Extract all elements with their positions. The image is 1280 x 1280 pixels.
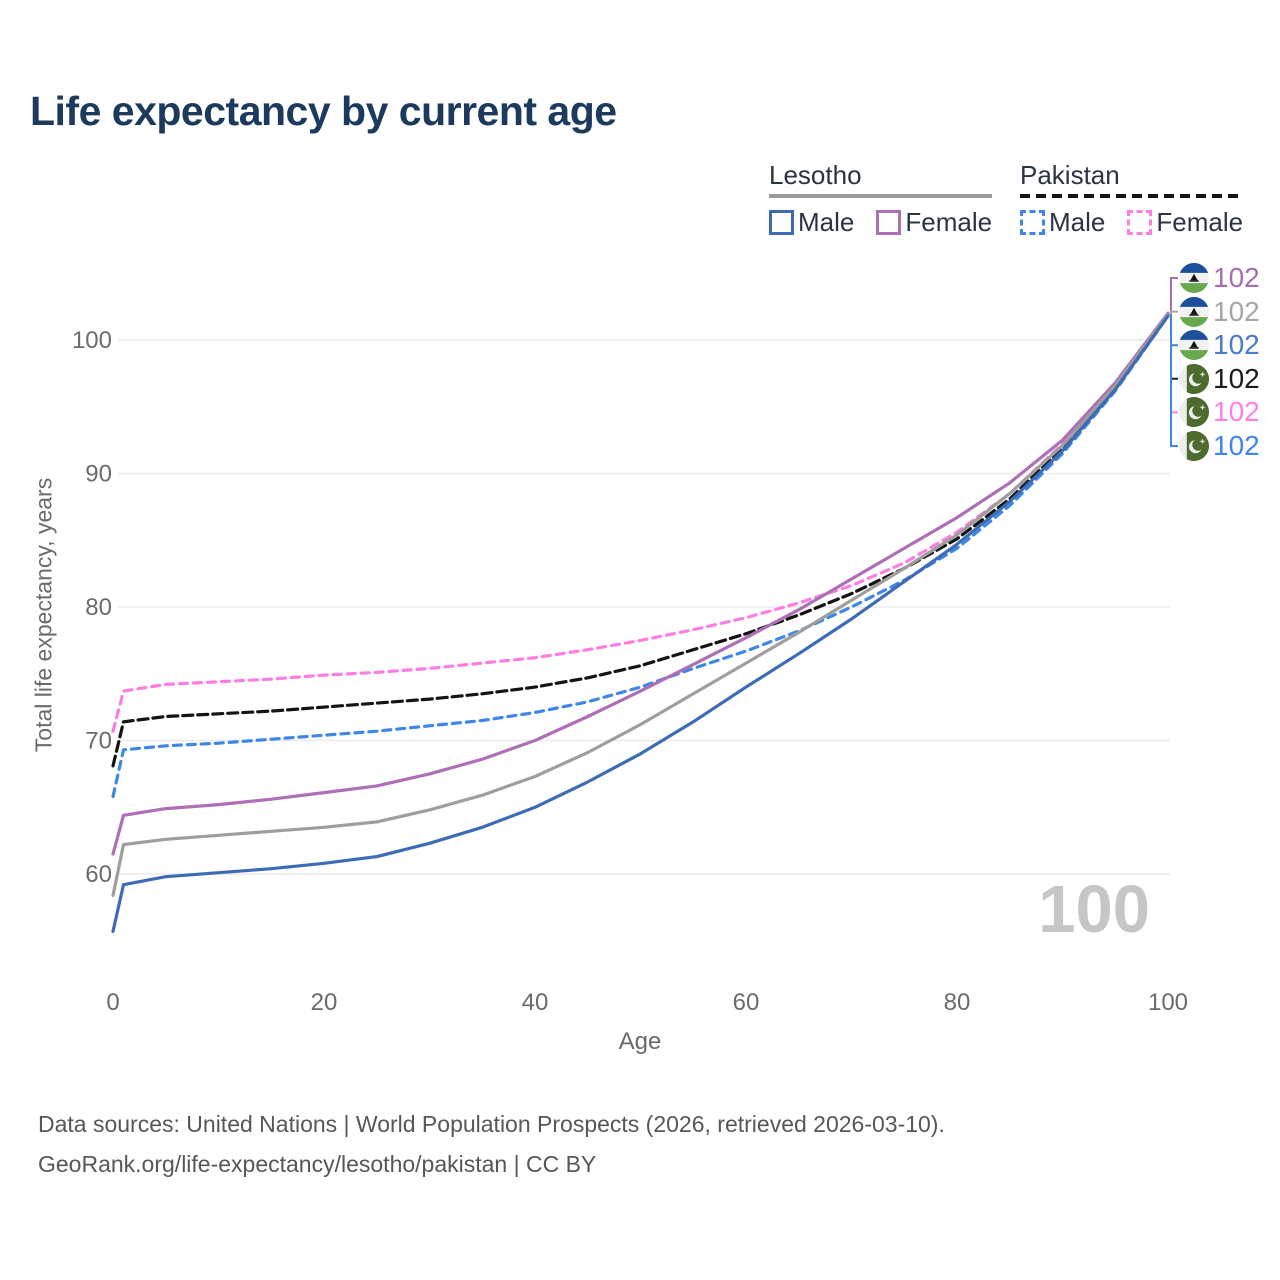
- x-tick-label-100: 100: [1148, 989, 1188, 1016]
- y-axis-title: Total life expectancy, years: [30, 477, 57, 753]
- pakistan-female-swatch-icon: [1127, 210, 1153, 235]
- lesotho-flag-icon: [1179, 330, 1209, 361]
- end-label-value: 102: [1213, 329, 1260, 361]
- legend-item-pakistan-female[interactable]: Female: [1127, 207, 1243, 238]
- series-line-lesotho-total[interactable]: [111, 313, 1170, 898]
- end-label-connector: [1170, 314, 1178, 447]
- end-label-connector: [1170, 310, 1178, 314]
- legend-item-lesotho-female[interactable]: Female: [876, 207, 992, 238]
- legend-label: Male: [1049, 207, 1106, 237]
- pakistan-male-swatch-icon: [1020, 210, 1045, 235]
- legend-title-lesotho: Lesotho: [769, 160, 862, 190]
- series-line-pakistan-female[interactable]: [111, 311, 1170, 733]
- georank-url-line: GeoRank.org/life-expectancy/lesotho/paki…: [38, 1151, 597, 1177]
- pakistan-flag-icon: [1179, 397, 1209, 428]
- age-counter-watermark: 100: [1038, 872, 1150, 947]
- series-line-lesotho-female[interactable]: [111, 311, 1170, 856]
- y-tick-label-60: 60: [85, 861, 112, 888]
- series-line-pakistan-male[interactable]: [111, 314, 1170, 799]
- legend-item-lesotho-male[interactable]: Male: [769, 207, 854, 238]
- x-tick-label-60: 60: [733, 989, 760, 1016]
- lesotho-female-swatch-icon: [876, 210, 902, 235]
- x-tick-label-80: 80: [944, 989, 971, 1016]
- end-label-pakistan-female[interactable]: 102: [1179, 396, 1260, 428]
- end-label-value: 102: [1213, 396, 1260, 428]
- legend-underline-lesotho: [769, 194, 993, 198]
- legend-label: Male: [798, 207, 855, 237]
- lesotho-flag-icon: [1179, 263, 1209, 293]
- end-label-lesotho-male[interactable]: 102: [1179, 329, 1260, 361]
- end-label-value: 102: [1213, 262, 1260, 293]
- end-label-lesotho-female[interactable]: 102: [1179, 263, 1260, 293]
- legend-underline-pakistan: [1020, 194, 1244, 198]
- legend-label: Female: [1156, 207, 1244, 237]
- legend-item-pakistan-male[interactable]: Male: [1020, 207, 1105, 238]
- lesotho-flag-icon: [1179, 296, 1209, 327]
- pakistan-flag-icon: [1179, 363, 1209, 394]
- end-label-connector: [1170, 314, 1178, 414]
- data-sources-line: Data sources: United Nations | World Pop…: [38, 1111, 945, 1137]
- end-label-value: 102: [1213, 430, 1260, 461]
- footer-attribution: Data sources: United Nations | World Pop…: [38, 1104, 945, 1184]
- end-label-pakistan-male[interactable]: 102: [1179, 431, 1260, 461]
- end-label-connector: [1170, 314, 1178, 380]
- y-tick-label-90: 90: [85, 461, 112, 488]
- x-tick-label-0: 0: [106, 989, 119, 1016]
- series-line-lesotho-male[interactable]: [111, 314, 1170, 934]
- y-tick-label-100: 100: [72, 327, 112, 354]
- legend-group-lesotho: Lesotho Male Female: [769, 160, 993, 238]
- x-tick-label-20: 20: [311, 989, 338, 1016]
- x-axis-title: Age: [618, 1028, 662, 1055]
- end-label-value: 102: [1213, 295, 1260, 327]
- end-label-connector: [1170, 314, 1178, 347]
- page-title: Life expectancy by current age: [30, 88, 617, 134]
- pakistan-flag-icon: [1179, 431, 1209, 461]
- legend-group-pakistan: Pakistan Male Female: [1020, 160, 1244, 238]
- y-tick-label-80: 80: [85, 594, 112, 621]
- end-label-value: 102: [1213, 362, 1260, 394]
- y-tick-label-70: 70: [85, 728, 112, 755]
- end-label-lesotho-total[interactable]: 102: [1179, 295, 1260, 327]
- legend-title-pakistan: Pakistan: [1020, 160, 1120, 190]
- lesotho-male-swatch-icon: [769, 210, 794, 235]
- end-label-connector: [1170, 277, 1178, 314]
- x-tick-label-40: 40: [522, 989, 549, 1016]
- series-line-pakistan-total[interactable]: [111, 313, 1170, 768]
- end-label-pakistan-total[interactable]: 102: [1179, 362, 1260, 394]
- legend-label: Female: [905, 207, 993, 237]
